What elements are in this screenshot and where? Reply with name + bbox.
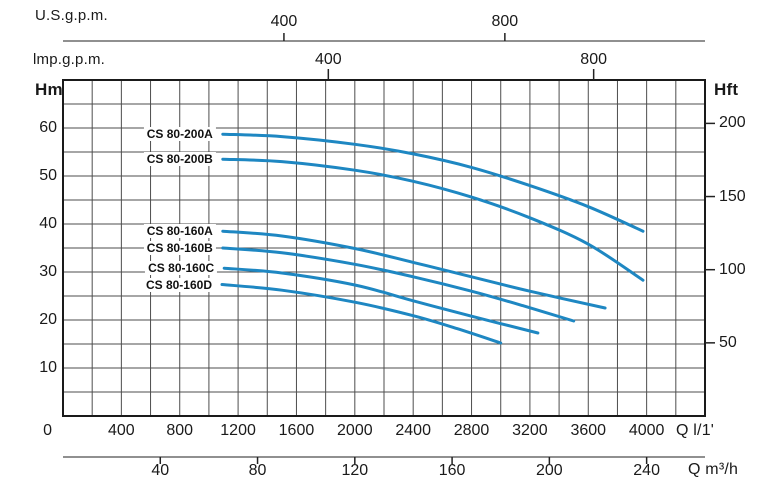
curve-label: CS 80-160C xyxy=(145,261,218,276)
curve-label: CS 80-160A xyxy=(143,224,216,239)
curve-label: CS 80-200A xyxy=(143,127,216,142)
flow-m3h-tick-label: 200 xyxy=(536,462,563,479)
flow-lmin-axis-label: Q l/1' xyxy=(676,422,715,439)
pump-curve xyxy=(222,266,540,335)
imp-gpm-axis-label: lmp.g.p.m. xyxy=(33,51,106,68)
flow-m3h-tick-label: 80 xyxy=(248,462,267,479)
flow-lmin-tick-label: 3600 xyxy=(570,422,607,439)
head-m-tick-label: 40 xyxy=(39,215,57,232)
head-m-axis-label: Hm xyxy=(35,80,63,99)
imp-gpm-tick-label: 800 xyxy=(580,51,607,68)
head-m-tick-label: 20 xyxy=(39,311,57,328)
plot-frame xyxy=(62,79,706,417)
flow-m3h-tick-label: 240 xyxy=(633,462,660,479)
origin-zero-label: 0 xyxy=(43,422,52,439)
flow-lmin-tick-label: 1200 xyxy=(220,422,256,439)
flow-lmin-tick-label: 800 xyxy=(166,422,194,439)
pump-curve xyxy=(221,157,645,282)
flow-m3h-tick-label: 120 xyxy=(341,462,369,479)
head-ft-tick-label: 50 xyxy=(719,333,737,351)
head-m-tick-label: 10 xyxy=(39,359,57,376)
flow-lmin-tick-label: 3200 xyxy=(512,422,548,439)
flow-lmin-tick-label: 4000 xyxy=(628,422,665,439)
head-ft-axis-label: Hft xyxy=(714,80,739,99)
head-ft-tick-label: 100 xyxy=(719,260,746,278)
pump-curve xyxy=(221,229,607,310)
curve-label: CS 80-160B xyxy=(143,241,216,255)
head-m-tick-label: 30 xyxy=(39,263,57,280)
flow-lmin-tick-label: 1600 xyxy=(278,422,315,439)
us-gpm-tick-label: 400 xyxy=(270,13,298,30)
head-m-tick-label: 60 xyxy=(39,119,57,136)
flow-lmin-tick-label: 2000 xyxy=(337,422,373,439)
head-m-tick-label: 50 xyxy=(39,167,57,184)
head-ft-tick-label: 200 xyxy=(719,114,746,132)
flow-lmin-tick-label: 2800 xyxy=(453,422,490,439)
pump-curve xyxy=(221,132,645,233)
flow-lmin-tick-label: 400 xyxy=(108,422,135,439)
flow-m3h-tick-label: 40 xyxy=(151,462,170,479)
imp-gpm-tick-label: 400 xyxy=(314,51,342,68)
pump-curve xyxy=(220,283,503,345)
head-ft-tick-label: 150 xyxy=(719,187,746,205)
pump-curve xyxy=(221,246,576,323)
us-gpm-tick-label: 800 xyxy=(491,13,519,30)
flow-m3h-axis-label: Q m³/h xyxy=(688,461,739,478)
us-gpm-axis-label: U.S.g.p.m. xyxy=(35,7,108,24)
flow-m3h-tick-label: 160 xyxy=(438,462,466,479)
curve-label: CS 80-160D xyxy=(142,277,215,292)
curve-label: CS 80-200B xyxy=(143,152,216,167)
flow-lmin-tick-label: 2400 xyxy=(395,422,431,439)
